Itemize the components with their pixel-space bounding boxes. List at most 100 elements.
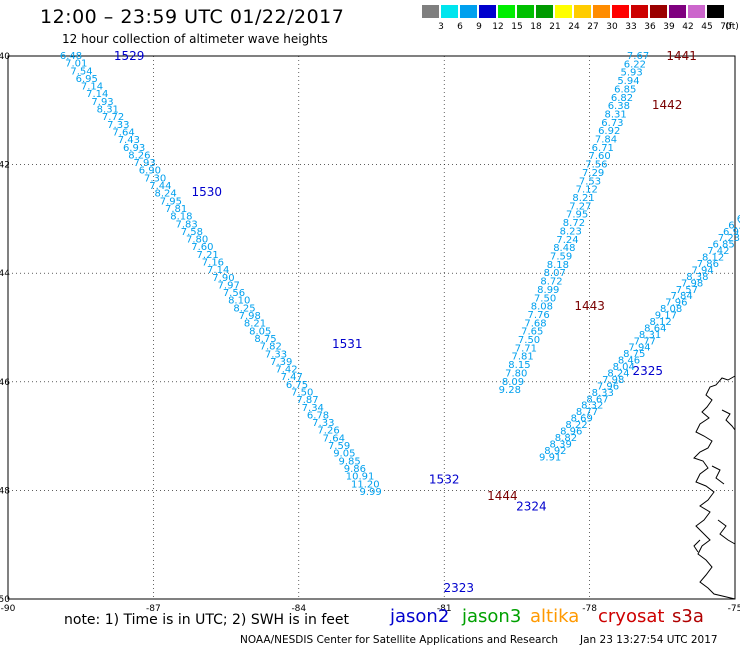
lat-lon-grid (7, 55, 736, 600)
lat-tick-label: -42 (0, 161, 10, 171)
swh-value: 7.12 (576, 185, 598, 196)
legend-label: 30 (606, 22, 618, 32)
swh-value: 8.92 (544, 446, 566, 457)
pass-label: 1441 (666, 49, 697, 63)
swh-value: 6.92 (598, 126, 620, 137)
swh-value: 8.25 (233, 303, 255, 314)
swh-value: 7.47 (281, 372, 303, 383)
swh-value: 8.24 (154, 189, 176, 200)
swh-value: 8.05 (249, 326, 271, 337)
swh-value: 7.56 (585, 160, 607, 171)
legend-label: 9 (476, 22, 482, 32)
swh-value: 7.93 (91, 97, 113, 108)
swh-value: 6.78 (307, 410, 329, 421)
swh-value: 9.85 (338, 456, 360, 467)
swh-value: 5.93 (621, 68, 643, 79)
pass-label: 1531 (332, 337, 363, 351)
swh-value: 7.58 (181, 227, 203, 238)
legend-swatch (593, 5, 610, 18)
lat-tick-label: -48 (0, 486, 10, 496)
credit-line: NOAA/NESDIS Center for Satellite Applica… (240, 634, 558, 646)
swh-value: 7.56 (223, 288, 245, 299)
swh-value: 7.71 (515, 343, 537, 354)
swh-value: 8.33 (592, 388, 614, 399)
swh-value: 7.94 (692, 265, 714, 276)
swh-value: 7.96 (665, 298, 687, 309)
axis-tick-labels: -90 -87 -84 -81 -78 -75 -40 -42 -44 -46 -48 -50 (0, 52, 740, 614)
swh-value: 7.80 (186, 235, 208, 246)
swh-value: 8.31 (97, 105, 119, 116)
swh-value: 7.50 (291, 388, 313, 399)
swh-value: 7.87 (296, 395, 318, 406)
swh-value: 8.99 (537, 285, 559, 296)
swh-value: 7.42 (275, 365, 297, 376)
swh-value: 7.98 (681, 278, 703, 289)
pass-label: 1529 (114, 49, 145, 63)
legend-swatch (517, 5, 534, 18)
footnote: note: 1) Time is in UTC; 2) SWH is in fe… (64, 612, 350, 628)
swh-value: 8.21 (572, 193, 594, 204)
swh-value: 7.53 (579, 176, 601, 187)
legend-swatch (422, 5, 439, 18)
legend-swatch (669, 5, 686, 18)
page-title: 12:00 – 23:59 UTC 01/22/2017 (40, 6, 345, 28)
swh-value: 7.59 (550, 251, 572, 262)
swh-value: 6.38 (608, 101, 630, 112)
swh-value: 8.38 (686, 272, 708, 283)
swh-value: 7.98 (239, 311, 261, 322)
swh-value: 7.23 (718, 233, 740, 244)
swh-value: 8.39 (550, 439, 572, 450)
legend-swatch (441, 5, 458, 18)
page-subtitle: 12 hour collection of altimeter wave hei… (62, 32, 328, 46)
lon-tick-label: -87 (146, 604, 161, 614)
swh-value: 7.14 (86, 89, 108, 100)
lon-tick-label: -81 (437, 604, 452, 614)
swh-value: 7.95 (160, 196, 182, 207)
swh-value: 8.09 (502, 377, 524, 388)
swh-value: 7.97 (218, 280, 240, 291)
pass-label: 1530 (191, 185, 222, 199)
swh-value: 8.75 (254, 334, 276, 345)
swh-value: 7.54 (70, 66, 92, 77)
swh-value: 9.91 (539, 452, 561, 463)
swh-value: 8.96 (560, 426, 582, 437)
lon-tick-label: -84 (291, 604, 306, 614)
legend-swatch (460, 5, 477, 18)
swh-value: 8.26 (128, 150, 150, 161)
swh-value: 7.44 (149, 181, 171, 192)
swh-value: 6.5 (737, 214, 740, 225)
legend-label: 21 (549, 22, 561, 32)
swh-value: 6.14 (728, 220, 740, 231)
swh-value: 8.72 (563, 218, 585, 229)
lat-tick-label: -46 (0, 378, 10, 388)
legend-swatch (688, 5, 705, 18)
pass-label: 1442 (652, 98, 683, 112)
swh-value: 9.99 (359, 487, 381, 498)
swh-value: 8.18 (170, 212, 192, 223)
swh-value: 7.72 (102, 112, 124, 123)
lat-tick-label: -50 (0, 595, 10, 605)
swh-value: 7.14 (207, 265, 229, 276)
swh-value: 7.60 (191, 242, 213, 253)
swh-value: 8.32 (581, 401, 603, 412)
swh-value: 7.34 (302, 403, 324, 414)
swh-value: 8.04 (613, 362, 635, 373)
swh-value: 7.39 (270, 357, 292, 368)
swh-value: 8.67 (586, 394, 608, 405)
swh-value: 7.60 (588, 151, 610, 162)
swh-value: 6.82 (611, 93, 633, 104)
lon-tick-label: -90 (1, 604, 16, 614)
satellite-name: s3a (672, 606, 704, 627)
swh-value: 5.94 (617, 76, 639, 87)
map-frame (7, 55, 736, 600)
swh-value: 7.59 (328, 441, 350, 452)
legend-label: 27 (587, 22, 599, 32)
swh-value: 7.64 (323, 433, 345, 444)
legend-label: 3 (438, 22, 444, 32)
swh-value: 8.31 (604, 109, 626, 120)
swh-value: 7.33 (265, 349, 287, 360)
swh-value: 6.97 (723, 227, 740, 238)
swh-value: 7.68 (524, 318, 546, 329)
legend-label: 36 (644, 22, 656, 32)
